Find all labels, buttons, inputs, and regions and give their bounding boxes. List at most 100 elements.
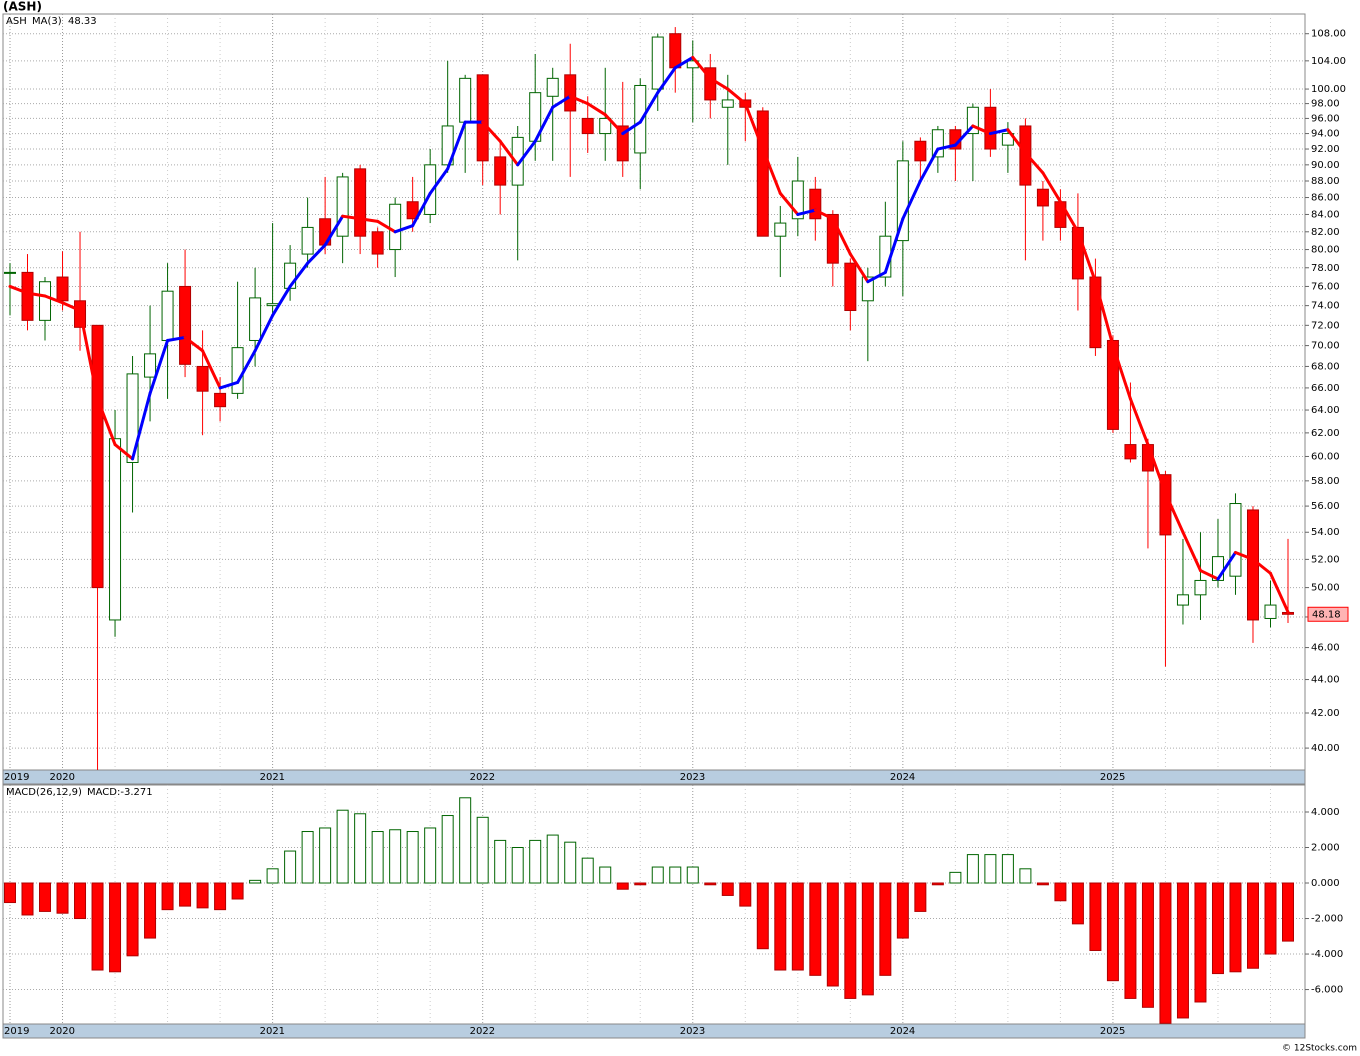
candle-body — [144, 353, 157, 378]
candle-body — [354, 168, 367, 237]
y-tick-label: -2.000 — [1311, 914, 1343, 925]
ma-segment — [796, 208, 817, 216]
macd-bar — [704, 882, 717, 886]
macd-bar — [109, 882, 122, 973]
macd-bar — [371, 831, 384, 884]
ma-segment — [778, 191, 800, 216]
ma-segment — [358, 217, 380, 223]
candle-body — [791, 180, 804, 220]
y-tick-label: -6.000 — [1311, 985, 1343, 996]
macd-bar — [406, 831, 419, 884]
candle-body — [494, 156, 507, 186]
y-tick-label: 84.00 — [1311, 209, 1340, 220]
ma-segment — [1268, 571, 1290, 614]
y-tick-label: 108.00 — [1311, 29, 1346, 40]
y-tick-label: 80.00 — [1311, 245, 1340, 256]
ma-segment — [708, 76, 730, 91]
x-axis-band — [2, 769, 1306, 785]
ma-segment — [551, 94, 572, 109]
ma-segment — [831, 217, 852, 256]
macd-bar — [529, 839, 542, 884]
candle-body — [389, 203, 402, 251]
macd-bar — [511, 847, 524, 884]
legend-symbol: ASH — [6, 16, 27, 27]
macd-bar — [1229, 882, 1242, 973]
candle-body — [546, 77, 559, 97]
macd-bar — [774, 882, 787, 971]
macd-bar — [161, 882, 174, 911]
ma-segment — [1163, 491, 1185, 534]
ma-segment — [1111, 344, 1132, 401]
candle-body — [914, 140, 927, 162]
ma-segment — [96, 397, 117, 447]
y-tick-label: 42.00 — [1311, 708, 1340, 719]
legend-label: MACD: — [87, 787, 120, 798]
candle-body — [266, 303, 279, 307]
macd-bar — [424, 827, 437, 884]
y-tick-label: 0.000 — [1311, 878, 1340, 889]
ma-segment — [936, 143, 957, 151]
ma-segment — [1041, 171, 1062, 204]
macd-bar — [389, 829, 402, 884]
ma-segment — [883, 217, 905, 274]
candle-body — [424, 164, 437, 215]
candle-body — [39, 281, 52, 321]
candle-body — [126, 373, 139, 463]
ma-segment — [8, 284, 30, 295]
ma-segment — [848, 252, 870, 284]
ma-segment — [201, 349, 222, 390]
macd-bar — [1211, 882, 1224, 975]
macd-bar — [564, 841, 577, 884]
candle-body — [861, 276, 874, 302]
ma-segment — [988, 128, 1010, 136]
candle-body — [1089, 276, 1102, 349]
candle-body — [1246, 509, 1259, 621]
macd-bar — [634, 882, 647, 886]
ma-segment — [971, 124, 992, 136]
macd-bar — [599, 866, 612, 884]
y-tick-label: 104.00 — [1311, 56, 1346, 67]
candle-body — [459, 77, 472, 123]
y-tick-label: 82.00 — [1311, 227, 1340, 238]
macd-bar — [284, 850, 297, 884]
macd-bar — [791, 882, 804, 971]
last-price-label: 48.18 — [1312, 609, 1341, 620]
candle-body — [1019, 125, 1032, 186]
macd-bar — [686, 866, 699, 884]
macd-bar — [21, 882, 34, 916]
macd-bar — [739, 882, 752, 907]
macd-bar — [1246, 882, 1259, 969]
x-tick-label: 2025 — [1100, 1026, 1125, 1037]
ma-segment — [148, 338, 170, 395]
ma-segment — [376, 219, 397, 234]
macd-bar — [721, 882, 734, 896]
x-tick-label: 2019 — [4, 1026, 29, 1037]
candle-body — [406, 201, 419, 220]
macd-bar — [336, 809, 349, 884]
ma-segment — [288, 261, 310, 288]
y-tick-label: 40.00 — [1311, 743, 1340, 754]
ma-segment — [1006, 128, 1027, 155]
ma-segment — [603, 113, 625, 136]
macd-bar — [74, 882, 87, 920]
candle-body — [616, 125, 629, 162]
ma-segment — [813, 208, 835, 221]
macd-bar — [249, 879, 262, 884]
x-axis-band — [2, 1023, 1306, 1039]
macd-bar — [1019, 868, 1032, 884]
candle-body — [214, 392, 227, 408]
legend-indicator: MACD(26,12,9) — [6, 787, 82, 798]
ma-segment — [113, 443, 135, 461]
y-tick-label: 76.00 — [1311, 281, 1340, 292]
legend-value: MACD:-3.271 — [87, 787, 153, 798]
ma-segment — [411, 191, 432, 228]
macd-bar — [1159, 882, 1172, 1024]
ma-segment — [1146, 443, 1167, 495]
candle-body — [179, 285, 192, 365]
candle-body — [669, 33, 682, 69]
y-tick-label: 60.00 — [1311, 451, 1340, 462]
macd-bar — [56, 882, 69, 914]
x-tick-label: 2023 — [680, 1026, 705, 1037]
ma-segment — [1076, 230, 1097, 284]
ma-segment — [393, 224, 415, 234]
